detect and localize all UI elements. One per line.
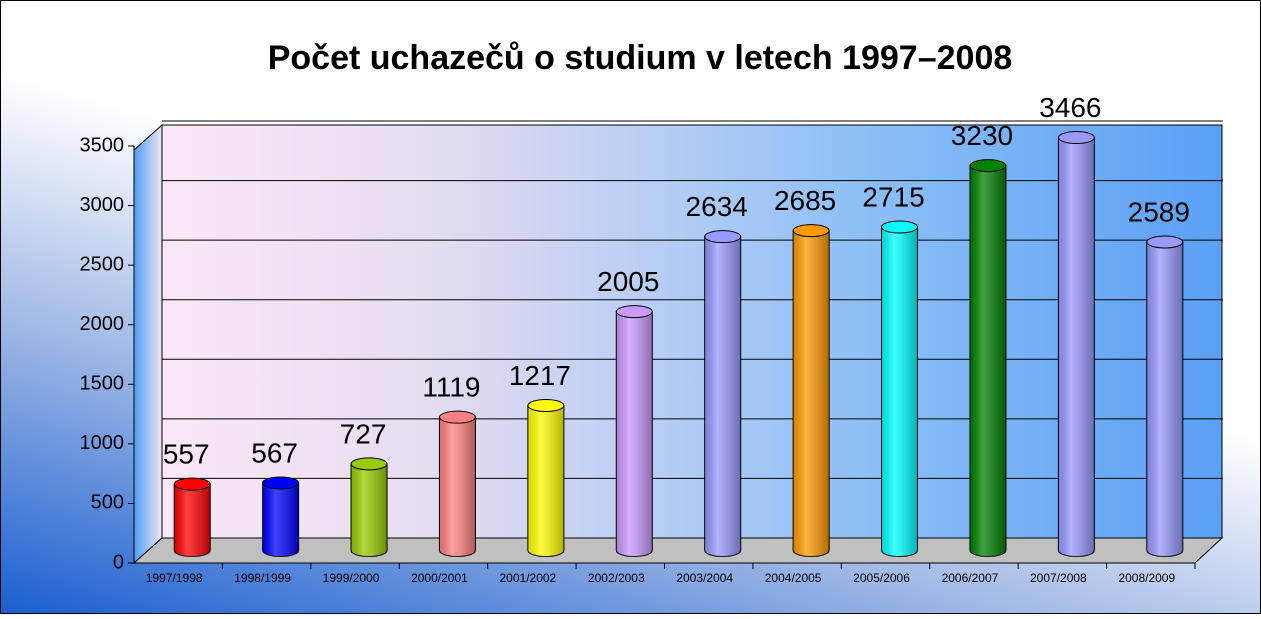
value-label: 2005 xyxy=(597,266,659,297)
bar-shade xyxy=(881,227,918,557)
x-tick-label: 2002/2003 xyxy=(588,571,645,585)
value-label: 1217 xyxy=(509,360,571,391)
side-wall xyxy=(133,123,163,565)
bar-top xyxy=(527,399,565,413)
bar-top xyxy=(173,477,211,491)
bar-shade xyxy=(174,484,211,557)
value-label: 2634 xyxy=(686,191,748,222)
bar-top xyxy=(704,230,742,244)
y-tick-label: 500 xyxy=(91,492,124,514)
value-label: 557 xyxy=(163,439,210,470)
bar-shade xyxy=(351,463,388,557)
bar xyxy=(1146,235,1184,557)
x-tick-label: 2001/2002 xyxy=(500,571,557,585)
bar-top xyxy=(262,476,300,490)
bar xyxy=(704,230,742,557)
bar-top xyxy=(881,220,919,234)
y-tick-label: 0 xyxy=(113,551,124,573)
x-tick-label: 2003/2004 xyxy=(676,571,733,585)
x-tick-label: 2008/2009 xyxy=(1118,571,1175,585)
chart-title: Počet uchazečů o studium v letech 1997–2… xyxy=(268,39,1013,77)
y-tick-label: 1500 xyxy=(80,373,125,395)
value-label: 3466 xyxy=(1039,92,1101,123)
bar xyxy=(792,224,830,557)
value-label: 3230 xyxy=(951,120,1013,151)
value-label: 567 xyxy=(251,437,298,468)
y-tick-label: 2000 xyxy=(80,313,125,335)
bar-shade xyxy=(969,165,1006,557)
y-tick-label: 3500 xyxy=(80,134,125,156)
bar-top xyxy=(438,410,476,424)
value-label: 2715 xyxy=(862,181,924,212)
bar-shade xyxy=(616,311,653,557)
bar xyxy=(881,220,919,557)
bar-shade xyxy=(439,417,476,557)
y-tick-label: 1000 xyxy=(80,432,125,454)
x-tick-label: 2005/2006 xyxy=(853,571,910,585)
value-label: 1119 xyxy=(422,372,480,403)
bar-shade xyxy=(527,405,564,557)
y-tick-label: 2500 xyxy=(80,253,125,275)
bar-shade xyxy=(1146,242,1183,557)
x-tick-label: 1998/1999 xyxy=(234,571,291,585)
bar xyxy=(438,410,476,557)
bar-top xyxy=(1057,131,1095,145)
bar xyxy=(527,399,565,557)
x-tick-label: 1997/1998 xyxy=(146,571,203,585)
bar-top xyxy=(792,224,830,238)
bar xyxy=(969,159,1007,558)
value-label: 2589 xyxy=(1128,196,1190,227)
value-label: 727 xyxy=(340,418,387,449)
bar-top xyxy=(615,305,653,319)
bar-shade xyxy=(262,482,299,557)
bar xyxy=(1057,131,1095,557)
bar-shade xyxy=(1058,137,1095,557)
x-tick-label: 2004/2005 xyxy=(765,571,822,585)
x-tick-label: 2000/2001 xyxy=(411,571,468,585)
bar xyxy=(350,457,388,557)
x-tick-label: 1999/2000 xyxy=(323,571,380,585)
x-tick-label: 2006/2007 xyxy=(942,571,999,585)
bar-top xyxy=(1146,235,1184,249)
bar-top xyxy=(350,457,388,471)
y-tick-label: 3000 xyxy=(80,194,125,216)
x-tick-label: 2007/2008 xyxy=(1030,571,1087,585)
bar-shade xyxy=(793,230,830,557)
bar xyxy=(262,476,300,557)
bar-top xyxy=(969,159,1007,173)
bar xyxy=(615,305,653,557)
bar xyxy=(173,477,211,557)
bar-shade xyxy=(704,236,741,557)
value-label: 2685 xyxy=(774,185,836,216)
